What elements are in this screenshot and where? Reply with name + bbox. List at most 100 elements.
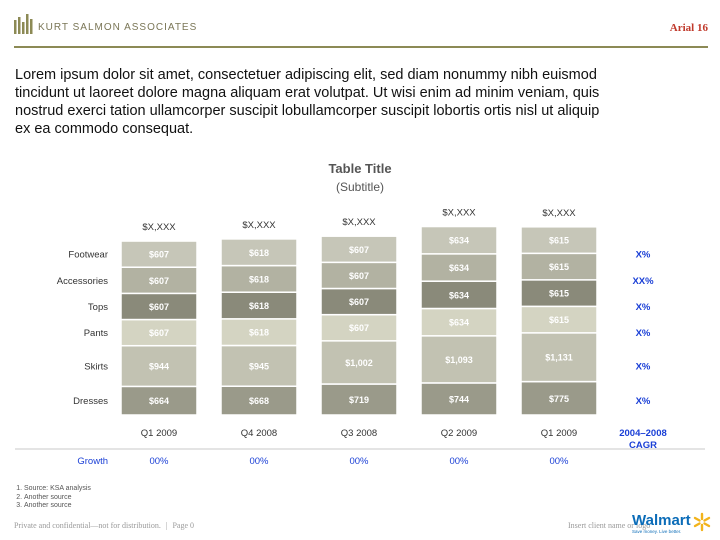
footnote: Another source [24, 494, 91, 503]
growth-value: 00% [449, 456, 469, 467]
bar-segment-skirts [320, 340, 398, 385]
bar-segment-accessories [420, 253, 498, 282]
bar-value-label: $1,131 [545, 353, 573, 363]
bar-segment-tops [420, 280, 498, 310]
x-tick-label: Q3 2008 [341, 428, 377, 439]
bar-value-label: $618 [249, 301, 269, 311]
intro-text: Lorem ipsum dolor sit amet, consectetuer… [15, 67, 600, 137]
bar-total-label: $X,XXX [342, 217, 376, 228]
walmart-tagline: Save money. Live better. [632, 529, 682, 534]
growth-value: 00% [149, 456, 169, 467]
spark-icon [693, 512, 711, 532]
header: KURT SALMON ASSOCIATES Arial 16 [14, 12, 708, 48]
client-logo-placeholder: Insert client name or logo [568, 521, 651, 530]
footer-separator: | [165, 521, 168, 530]
bar-value-label: $618 [249, 274, 269, 284]
bar-value-label: $607 [349, 297, 369, 307]
bar-segment-accessories [520, 252, 598, 281]
ksa-logo-icon [14, 14, 33, 34]
footnote: Another source [24, 502, 91, 511]
bar-value-label: $775 [549, 394, 569, 404]
row-label-tops: Tops [88, 302, 108, 313]
cagr-value-dresses: X% [636, 396, 651, 407]
cagr-header: 2004–2008 [619, 428, 667, 439]
row-label-skirts: Skirts [84, 362, 108, 373]
bar-total-label: $X,XXX [442, 208, 476, 219]
bar-segment-footwear [420, 225, 498, 255]
bar-value-label: $618 [249, 248, 269, 258]
cagr-value-skirts: X% [636, 362, 651, 373]
bar-total-label: $X,XXX [142, 222, 176, 233]
chart-subtitle: (Subtitle) [336, 180, 384, 194]
bar-total-label: $X,XXX [242, 220, 276, 231]
footnotes: Source: KSA analysis Another source Anot… [14, 485, 91, 511]
bar-value-label: $618 [249, 328, 269, 338]
bar-value-label: $1,002 [345, 358, 373, 368]
x-tick-label: Q2 2009 [441, 428, 477, 439]
x-tick-label: Q4 2008 [241, 428, 277, 439]
bar-segment-pants [420, 307, 498, 337]
bar-value-label: $744 [449, 394, 469, 404]
bar-segment-pants [520, 305, 598, 334]
bar-value-label: $607 [349, 271, 369, 281]
growth-value: 00% [249, 456, 269, 467]
bar-value-label: $634 [449, 236, 469, 246]
walmart-wordmark: Walmart [632, 512, 691, 529]
bar-segment-skirts [120, 344, 198, 388]
bar-value-label: $615 [549, 236, 569, 246]
bar-segment-pants [320, 313, 398, 342]
bar-segment-accessories [220, 264, 298, 293]
growth-label: Growth [77, 456, 108, 467]
bar-segment-skirts [420, 335, 498, 384]
bar-segment-dresses [320, 383, 398, 416]
row-label-dresses: Dresses [73, 396, 108, 407]
bar-segment-tops [320, 287, 398, 316]
cagr-value-pants: X% [636, 328, 651, 339]
row-label-pants: Pants [84, 328, 109, 339]
bar-segment-footwear [520, 226, 598, 255]
row-label-accessories: Accessories [57, 276, 108, 287]
bar-value-label: $1,093 [445, 355, 473, 365]
walmart-logo: Walmart Save money. Live better. [632, 512, 718, 538]
growth-value: 00% [349, 456, 369, 467]
cagr-header: CAGR [629, 440, 657, 451]
footer-left: Private and confidential—not for distrib… [14, 521, 194, 530]
x-tick-label: Q1 2009 [541, 428, 577, 439]
bar-value-label: $668 [249, 396, 269, 406]
font-note: Arial 16 [669, 22, 708, 34]
bar-segment-pants [220, 318, 298, 347]
cagr-value-tops: X% [636, 302, 651, 313]
bar-segment-footwear [120, 240, 198, 268]
page-number: Page 0 [172, 521, 195, 530]
bar-value-label: $719 [349, 395, 369, 405]
confidential-note: Private and confidential—not for distrib… [14, 521, 161, 530]
footnote: Source: KSA analysis [24, 485, 91, 494]
bar-value-label: $615 [549, 262, 569, 272]
bar-value-label: $945 [249, 361, 269, 371]
bar-segment-accessories [120, 266, 198, 295]
bar-segment-footwear [220, 238, 298, 267]
bar-value-label: $607 [149, 250, 169, 260]
bar-value-label: $944 [149, 362, 169, 372]
header-rule [14, 46, 708, 48]
brand-name: KURT SALMON ASSOCIATES [38, 22, 198, 33]
x-tick-label: Q1 2009 [141, 428, 177, 439]
bar-total-label: $X,XXX [542, 208, 576, 219]
bar-value-label: $615 [549, 289, 569, 299]
bar-value-label: $607 [149, 276, 169, 286]
cagr-value-accessories: XX% [632, 276, 654, 287]
bar-value-label: $615 [549, 315, 569, 325]
bar-value-label: $607 [149, 328, 169, 338]
bar-value-label: $664 [149, 396, 169, 406]
bar-value-label: $607 [349, 245, 369, 255]
bar-segment-tops [120, 292, 198, 321]
bar-segment-accessories [320, 261, 398, 290]
bar-segment-dresses [120, 385, 198, 416]
cagr-value-footwear: X% [636, 250, 651, 261]
bar-segment-dresses [220, 385, 298, 416]
bar-value-label: $607 [349, 323, 369, 333]
bar-value-label: $634 [449, 263, 469, 273]
bar-value-label: $634 [449, 290, 469, 300]
row-label-footwear: Footwear [68, 250, 108, 261]
